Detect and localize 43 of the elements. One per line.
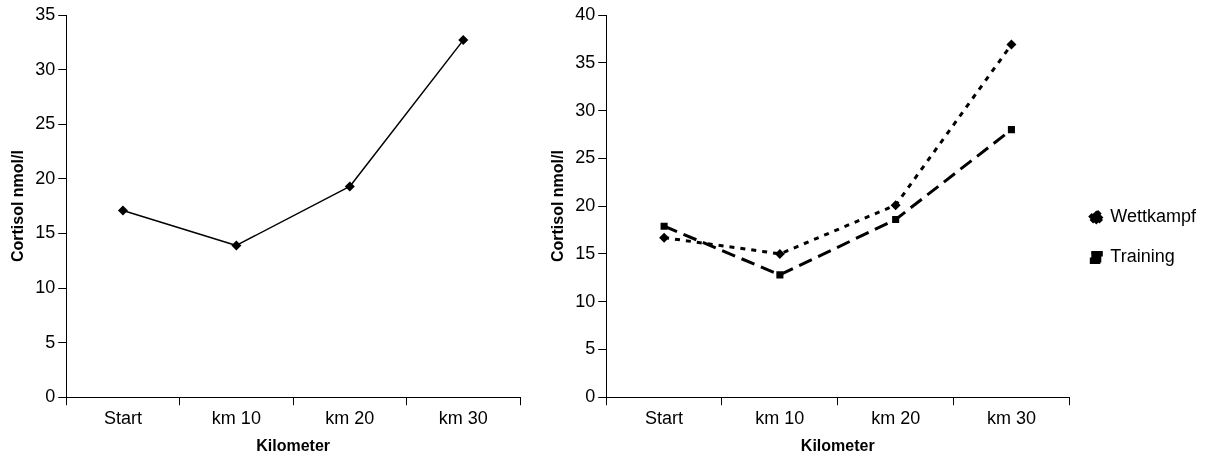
point <box>892 215 900 224</box>
x-tick-label: km 20 <box>871 407 921 428</box>
point <box>1007 126 1015 134</box>
point <box>890 200 901 211</box>
y-tick-label: 30 <box>35 58 56 79</box>
point <box>458 35 469 46</box>
point <box>1006 39 1017 50</box>
y-axis-title: Cortisol nmol/l <box>9 150 27 263</box>
y-tick-label: 30 <box>575 99 596 120</box>
x-tick-label: Start <box>103 407 142 428</box>
x-axis-title: Kilometer <box>800 436 875 454</box>
y-tick-label: 15 <box>575 242 596 263</box>
x-tick-label: km 10 <box>755 407 805 428</box>
y-tick-label: 35 <box>575 51 596 72</box>
point <box>776 271 784 279</box>
y-tick-label: 5 <box>45 331 56 352</box>
point <box>659 232 670 243</box>
y-tick-label: 10 <box>35 276 56 297</box>
x-tick-label: km 10 <box>211 407 261 428</box>
point <box>660 222 668 230</box>
y-axis-title: Cortisol nmol/l <box>549 150 567 263</box>
y-tick-label: 25 <box>35 113 56 134</box>
legend-label: Wettkampf <box>1110 206 1197 227</box>
y-tick-label: 15 <box>35 222 56 243</box>
y-tick-label: 10 <box>575 290 596 311</box>
x-tick-label: km 30 <box>438 407 488 428</box>
y-tick-label: 0 <box>45 386 56 407</box>
y-tick-label: 35 <box>35 3 56 24</box>
y-tick-label: 0 <box>585 386 596 407</box>
point <box>774 248 785 259</box>
x-tick-label: Start <box>645 407 684 428</box>
legend-label: Training <box>1110 246 1175 267</box>
y-tick-label: 40 <box>575 3 596 24</box>
x-tick-label: km 30 <box>986 407 1036 428</box>
y-tick-label: 20 <box>35 167 56 188</box>
y-tick-label: 5 <box>585 338 596 359</box>
x-axis-title: Kilometer <box>256 436 331 454</box>
point <box>117 205 128 216</box>
y-tick-label: 20 <box>575 195 596 216</box>
point <box>344 181 355 192</box>
y-tick-label: 25 <box>575 147 596 168</box>
x-tick-label: km 20 <box>325 407 375 428</box>
point <box>231 240 242 251</box>
